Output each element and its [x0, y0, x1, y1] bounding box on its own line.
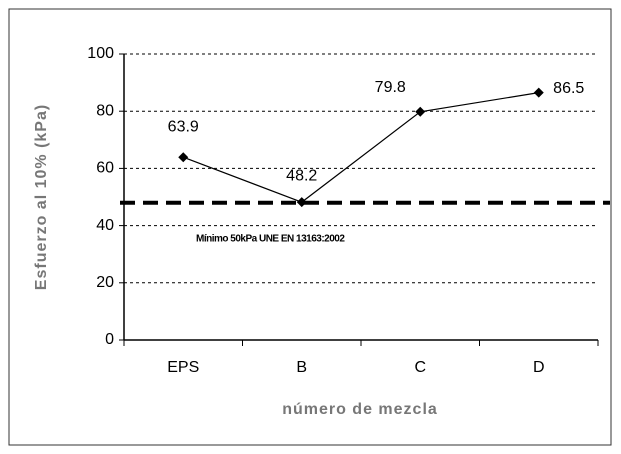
y-axis-title: Esfuerzo al 10% (kPa) [33, 104, 50, 290]
data-label: 48.2 [286, 167, 317, 184]
data-label: 79.8 [375, 79, 406, 96]
data-label: 86.5 [553, 80, 584, 97]
x-tick-label: B [296, 359, 307, 376]
data-label: 63.9 [168, 118, 199, 135]
x-tick-label: D [533, 359, 545, 376]
marker [533, 87, 544, 98]
y-tick-label: 80 [96, 102, 114, 119]
x-tick-label: C [414, 359, 426, 376]
y-tick-label: 20 [96, 274, 114, 291]
line [183, 92, 539, 203]
marker [178, 152, 189, 163]
x-tick-label: EPS [167, 359, 199, 376]
y-tick-label: 100 [87, 45, 114, 62]
x-axis-title: número de mezcla [282, 401, 438, 418]
y-tick-label: 0 [105, 331, 114, 348]
marker [296, 197, 307, 208]
y-tick-label: 60 [96, 160, 114, 177]
y-tick-label: 40 [96, 217, 114, 234]
chart-frame [8, 8, 612, 446]
marker [415, 106, 426, 117]
reference-label: Mínimo 50kPa UNE EN 13163:2002 [196, 233, 345, 244]
